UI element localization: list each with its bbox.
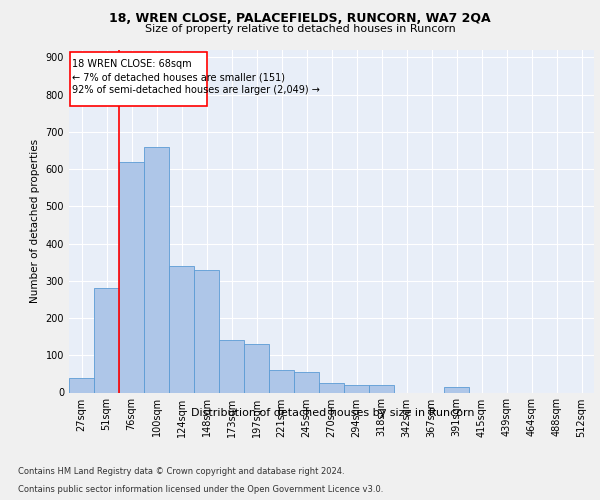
Bar <box>169 266 194 392</box>
Text: ← 7% of detached houses are smaller (151): ← 7% of detached houses are smaller (151… <box>72 72 285 83</box>
Bar <box>144 147 169 392</box>
Y-axis label: Number of detached properties: Number of detached properties <box>30 139 40 304</box>
Bar <box>369 385 394 392</box>
Text: Distribution of detached houses by size in Runcorn: Distribution of detached houses by size … <box>191 408 475 418</box>
Bar <box>244 344 269 393</box>
FancyBboxPatch shape <box>70 52 207 106</box>
Bar <box>294 372 319 392</box>
Text: Size of property relative to detached houses in Runcorn: Size of property relative to detached ho… <box>145 24 455 34</box>
Bar <box>319 383 344 392</box>
Text: Contains public sector information licensed under the Open Government Licence v3: Contains public sector information licen… <box>18 485 383 494</box>
Bar <box>94 288 119 393</box>
Bar <box>444 387 469 392</box>
Text: 18, WREN CLOSE, PALACEFIELDS, RUNCORN, WA7 2QA: 18, WREN CLOSE, PALACEFIELDS, RUNCORN, W… <box>109 12 491 24</box>
Bar <box>69 378 94 392</box>
Text: Contains HM Land Registry data © Crown copyright and database right 2024.: Contains HM Land Registry data © Crown c… <box>18 467 344 476</box>
Bar <box>219 340 244 392</box>
Text: 92% of semi-detached houses are larger (2,049) →: 92% of semi-detached houses are larger (… <box>72 86 320 96</box>
Bar <box>344 385 369 392</box>
Text: 18 WREN CLOSE: 68sqm: 18 WREN CLOSE: 68sqm <box>72 60 191 70</box>
Bar <box>269 370 294 392</box>
Bar <box>119 162 144 392</box>
Bar <box>194 270 219 392</box>
